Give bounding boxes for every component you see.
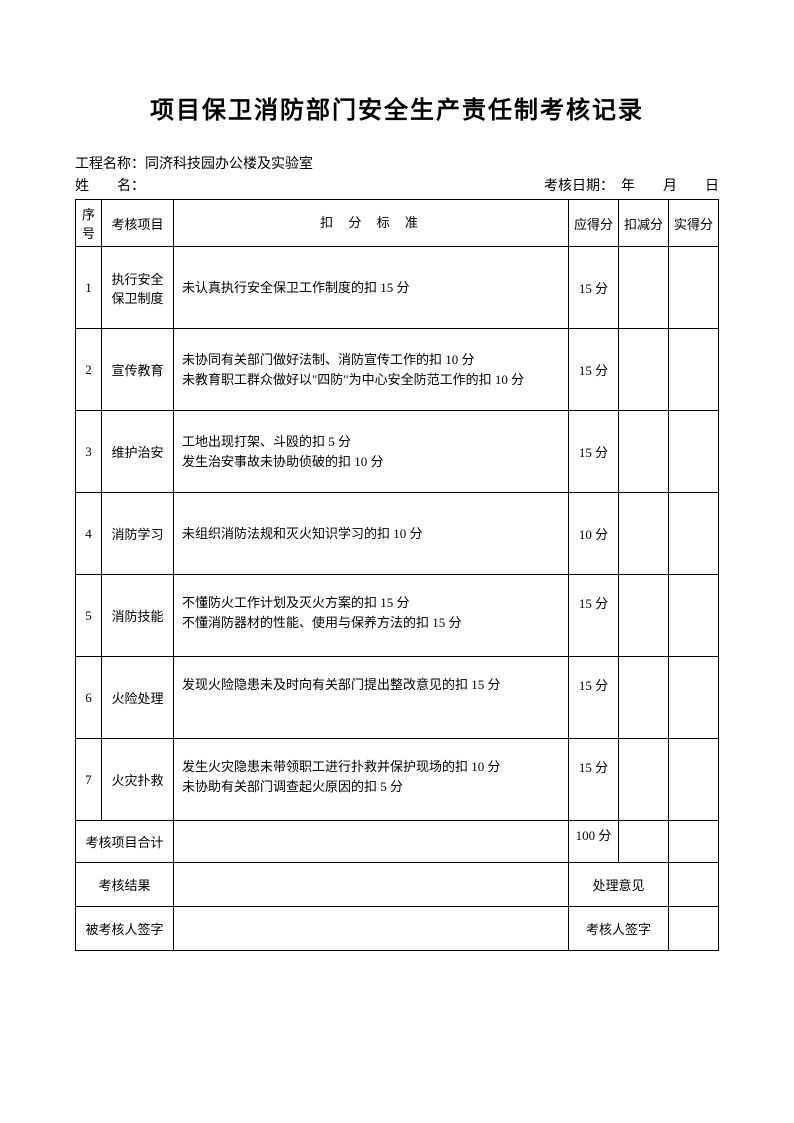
assessee-value [174,907,569,951]
std-line: 工地出现打架、斗殴的扣 5 分 [182,432,562,452]
row-standard: 发生火灾隐患未带领职工进行扑救并保护现场的扣 10 分未协助有关部门调查起火原因… [174,739,569,821]
row-idx: 3 [76,411,102,493]
row-item: 消防技能 [102,575,174,657]
row-item: 消防学习 [102,493,174,575]
total-value: 100 分 [569,821,619,863]
total-label: 考核项目合计 [76,821,174,863]
std-line: 未认真执行安全保卫工作制度的扣 15 分 [182,278,562,298]
row-standard: 不懂防火工作计划及灭火方案的扣 15 分不懂消防器材的性能、使用与保养方法的扣 … [174,575,569,657]
result-row: 考核结果 处理意见 [76,863,719,907]
row-actual [669,739,719,821]
row-deduct [619,247,669,329]
name-label: 姓 名： [75,179,145,194]
row-idx: 5 [76,575,102,657]
row-item: 维护治安 [102,411,174,493]
header-item: 考核项目 [102,200,174,247]
row-full: 15 分 [569,329,619,411]
table-row: 5 消防技能 不懂防火工作计划及灭火方案的扣 15 分不懂消防器材的性能、使用与… [76,575,719,657]
table-row: 7 火灾扑救 发生火灾隐患未带领职工进行扑救并保护现场的扣 10 分未协助有关部… [76,739,719,821]
header-deduct: 扣减分 [619,200,669,247]
row-standard: 未认真执行安全保卫工作制度的扣 15 分 [174,247,569,329]
table-row: 6 火险处理 发现火险隐患未及时向有关部门提出整改意见的扣 15 分 15 分 [76,657,719,739]
meta-row-1: 工程名称：同济科技园办公楼及实验室 [75,155,719,175]
row-actual [669,657,719,739]
result-label: 考核结果 [76,863,174,907]
sign-row: 被考核人签字 考核人签字 [76,907,719,951]
std-line: 发生治安事故未协助侦破的扣 10 分 [182,452,562,472]
total-std [174,821,569,863]
assessor-value [669,907,719,951]
row-actual [669,411,719,493]
std-line: 不懂防火工作计划及灭火方案的扣 15 分 [182,593,562,613]
row-item: 执行安全保卫制度 [102,247,174,329]
opinion-value [669,863,719,907]
table-row: 1 执行安全保卫制度 未认真执行安全保卫工作制度的扣 15 分 15 分 [76,247,719,329]
std-line: 发生火灾隐患未带领职工进行扑救并保护现场的扣 10 分 [182,757,562,777]
row-idx: 7 [76,739,102,821]
header-idx: 序号 [76,200,102,247]
table-header-row: 序号 考核项目 扣 分 标 准 应得分 扣减分 实得分 [76,200,719,247]
header-actual: 实得分 [669,200,719,247]
row-deduct [619,739,669,821]
row-full: 15 分 [569,411,619,493]
project-label: 工程名称： [75,157,145,172]
table-row: 2 宣传教育 未协同有关部门做好法制、消防宣传工作的扣 10 分未教育职工群众做… [76,329,719,411]
row-standard: 未协同有关部门做好法制、消防宣传工作的扣 10 分未教育职工群众做好以"四防"为… [174,329,569,411]
assessor-label: 考核人签字 [569,907,669,951]
row-deduct [619,329,669,411]
std-line: 未协助有关部门调查起火原因的扣 5 分 [182,777,562,797]
row-deduct [619,493,669,575]
std-line: 未组织消防法规和灭火知识学习的扣 10 分 [182,524,562,544]
row-deduct [619,575,669,657]
opinion-label: 处理意见 [569,863,669,907]
row-full: 15 分 [569,739,619,821]
total-actual [669,821,719,863]
assessee-label: 被考核人签字 [76,907,174,951]
row-item: 火灾扑救 [102,739,174,821]
std-line: 不懂消防器材的性能、使用与保养方法的扣 15 分 [182,613,562,633]
row-actual [669,329,719,411]
row-deduct [619,411,669,493]
table-row: 4 消防学习 未组织消防法规和灭火知识学习的扣 10 分 10 分 [76,493,719,575]
row-idx: 4 [76,493,102,575]
row-actual [669,575,719,657]
row-actual [669,493,719,575]
row-item: 宣传教育 [102,329,174,411]
header-standard: 扣 分 标 准 [174,200,569,247]
row-full: 15 分 [569,575,619,657]
row-idx: 2 [76,329,102,411]
date-label: 考核日期： 年 月 日 [544,179,719,194]
row-idx: 6 [76,657,102,739]
row-full: 15 分 [569,247,619,329]
meta-row-2: 姓 名： 考核日期： 年 月 日 [75,177,719,197]
row-standard: 发现火险隐患未及时向有关部门提出整改意见的扣 15 分 [174,657,569,739]
total-deduct [619,821,669,863]
row-standard: 工地出现打架、斗殴的扣 5 分发生治安事故未协助侦破的扣 10 分 [174,411,569,493]
row-full: 10 分 [569,493,619,575]
row-deduct [619,657,669,739]
result-value [174,863,569,907]
row-standard: 未组织消防法规和灭火知识学习的扣 10 分 [174,493,569,575]
std-line: 发现火险隐患未及时向有关部门提出整改意见的扣 15 分 [182,675,562,695]
page-title: 项目保卫消防部门安全生产责任制考核记录 [75,90,719,125]
row-item: 火险处理 [102,657,174,739]
std-line: 未协同有关部门做好法制、消防宣传工作的扣 10 分 [182,350,562,370]
row-actual [669,247,719,329]
table-row: 3 维护治安 工地出现打架、斗殴的扣 5 分发生治安事故未协助侦破的扣 10 分… [76,411,719,493]
header-full: 应得分 [569,200,619,247]
assessment-table: 序号 考核项目 扣 分 标 准 应得分 扣减分 实得分 1 执行安全保卫制度 未… [75,199,719,951]
row-full: 15 分 [569,657,619,739]
project-name: 同济科技园办公楼及实验室 [145,157,313,172]
row-idx: 1 [76,247,102,329]
std-line: 未教育职工群众做好以"四防"为中心安全防范工作的扣 10 分 [182,370,562,390]
total-row: 考核项目合计 100 分 [76,821,719,863]
